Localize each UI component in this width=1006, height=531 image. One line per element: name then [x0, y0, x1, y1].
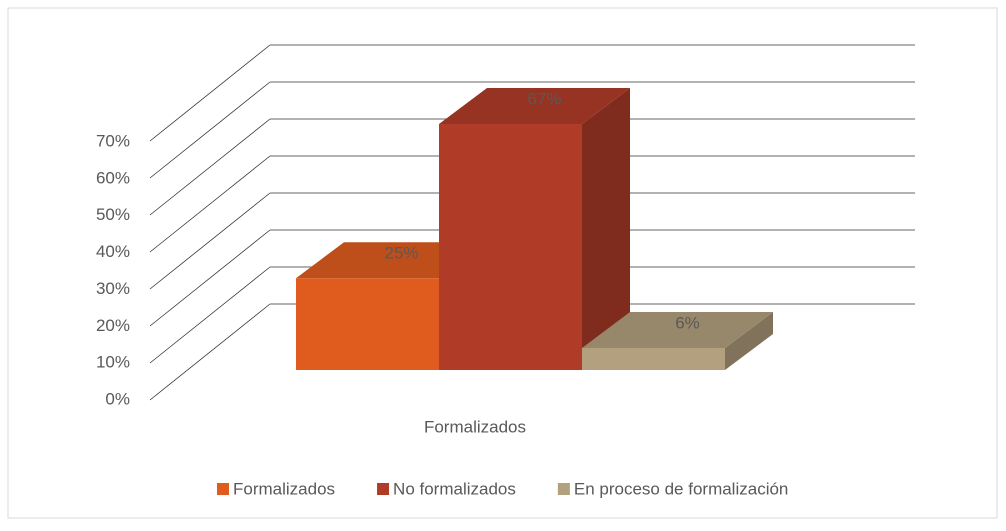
side-grid-line	[149, 303, 271, 401]
side-grid-line	[149, 266, 271, 364]
bar-top	[439, 88, 630, 125]
legend-label: En proceso de formalización	[574, 479, 789, 498]
legend-swatch	[217, 483, 229, 495]
bar-side	[725, 311, 773, 370]
y-tick-label: 10%	[96, 353, 130, 372]
bar	[296, 278, 439, 370]
y-tick-label: 0%	[105, 389, 130, 408]
y-tick-label: 40%	[96, 242, 130, 261]
x-tick-label: Formalizados	[424, 417, 526, 436]
bar	[439, 124, 582, 370]
legend-swatch	[377, 483, 390, 495]
legend-label: No formalizados	[393, 479, 516, 498]
legend-swatch	[557, 483, 570, 495]
side-grid-line	[149, 229, 271, 327]
legend-label: Formalizados	[233, 479, 335, 498]
value-label: 67%	[527, 89, 561, 108]
side-grid-line	[149, 44, 271, 142]
value-label: 25%	[384, 244, 418, 263]
y-tick-label: 60%	[96, 168, 130, 187]
side-grid-line	[149, 155, 271, 253]
side-grid-line	[149, 118, 271, 216]
value-label: 6%	[675, 313, 700, 332]
y-tick-label: 30%	[96, 279, 130, 298]
y-tick-label: 50%	[96, 205, 130, 224]
side-grid-line	[149, 192, 271, 290]
side-grid-line	[149, 81, 271, 179]
y-tick-label: 20%	[96, 316, 130, 335]
bar	[582, 347, 725, 370]
bar-side	[582, 88, 630, 370]
bar-top	[582, 311, 773, 348]
y-tick-label: 70%	[96, 131, 130, 150]
